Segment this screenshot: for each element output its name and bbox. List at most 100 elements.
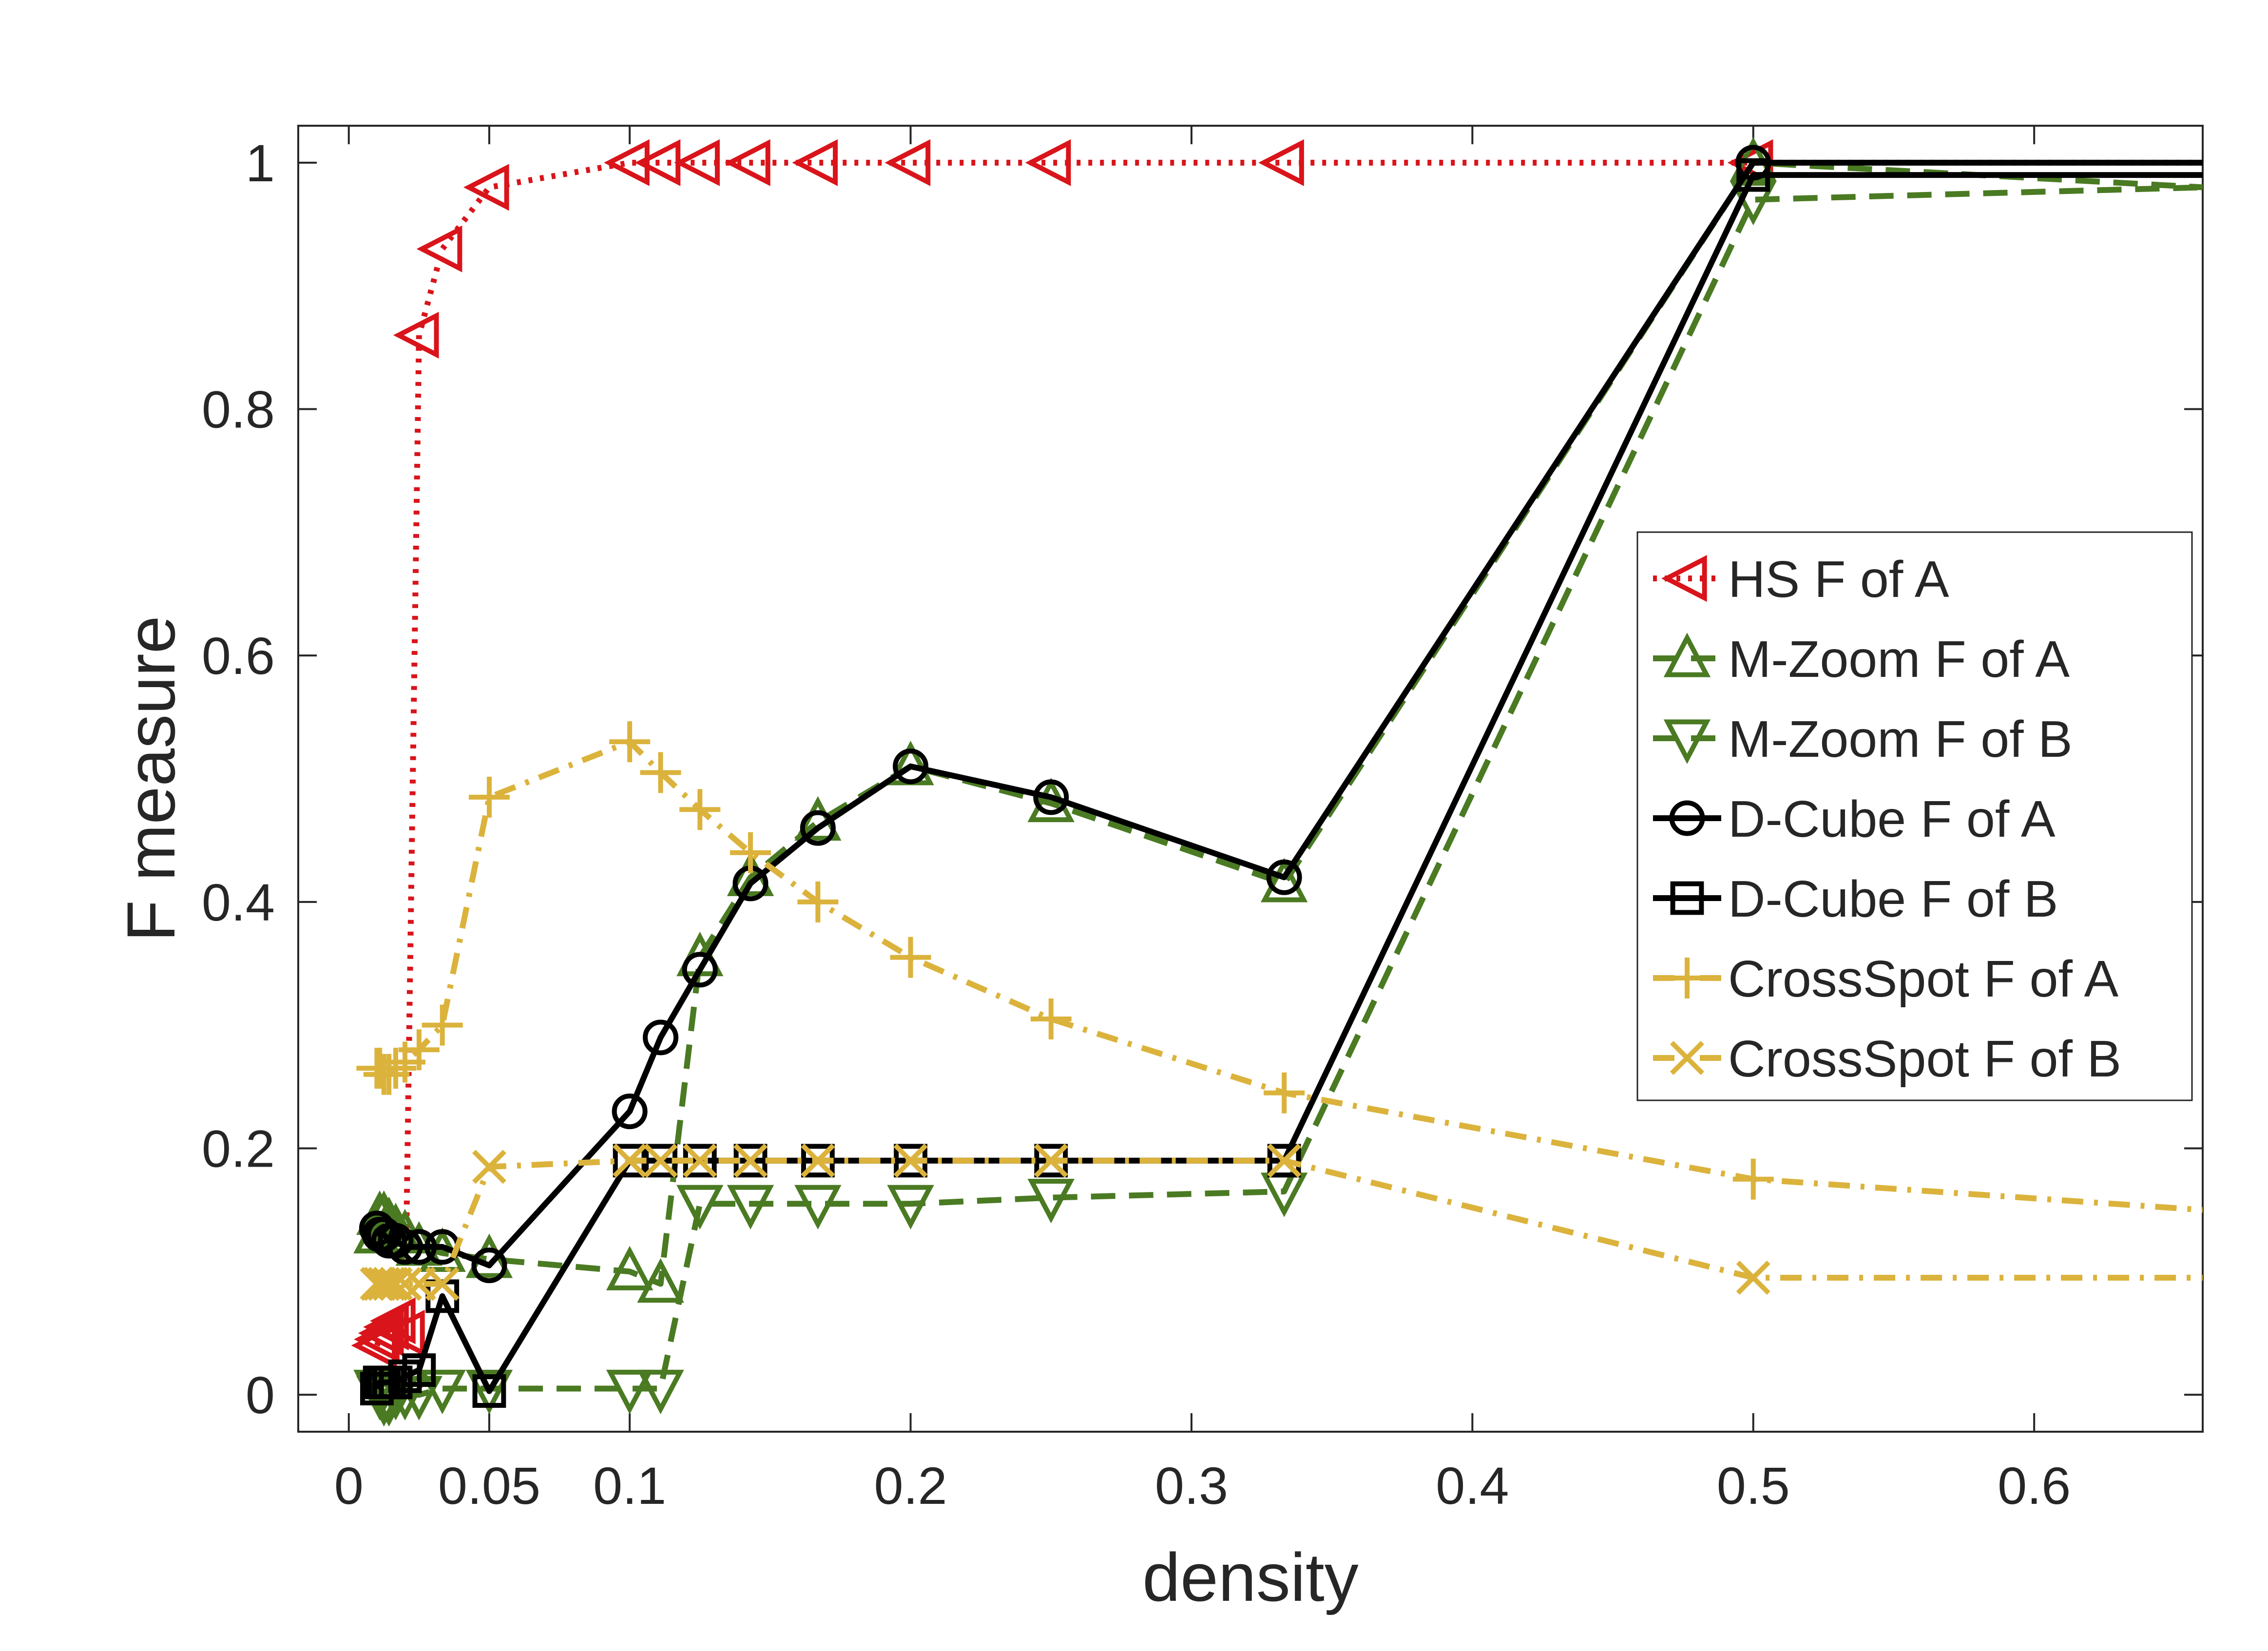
legend-item: M-Zoom F of A (1653, 631, 2070, 688)
series-layer (351, 137, 2203, 1427)
y-tick-label: 0.2 (202, 1119, 275, 1178)
y-tick-label: 1 (246, 134, 275, 192)
data-point-marker (465, 1369, 513, 1415)
data-point-marker (1663, 719, 1711, 764)
data-point-marker (1025, 139, 1071, 186)
x-tick-label: 0.5 (1717, 1456, 1790, 1515)
y-axis-label: F measure (113, 615, 189, 941)
x-tick-label: 0.4 (1436, 1456, 1509, 1515)
data-point-marker (1027, 1179, 1075, 1224)
data-point-marker (398, 1029, 440, 1071)
data-point-marker (643, 1143, 678, 1178)
data-point-marker (884, 139, 931, 186)
data-point-marker (682, 952, 718, 988)
data-point-marker (1736, 1260, 1770, 1295)
x-tick-label: 0.2 (874, 1456, 947, 1515)
y-tick-label: 0.6 (202, 626, 275, 685)
legend-item: CrossSpot F of A (1653, 950, 2119, 1008)
data-point-marker (1258, 139, 1304, 186)
data-point-marker (1264, 1072, 1305, 1113)
y-tick-label: 0.4 (202, 873, 275, 932)
data-point-marker (606, 1369, 653, 1415)
data-point-marker (733, 1143, 768, 1178)
data-point-marker (472, 1150, 506, 1184)
data-point-marker (1033, 779, 1069, 815)
data-point-marker (416, 225, 462, 272)
data-point-marker (401, 1229, 437, 1265)
x-tick-label: 0.6 (1998, 1456, 2071, 1515)
data-point-marker (1661, 555, 1707, 602)
data-point-marker (609, 721, 651, 763)
data-point-marker (637, 1369, 684, 1415)
data-point-marker (463, 164, 509, 211)
data-point-marker (801, 1143, 835, 1178)
data-point-marker (1667, 958, 1708, 998)
data-point-marker (472, 1374, 506, 1408)
data-point-marker (402, 1353, 436, 1387)
data-point-marker (1669, 800, 1705, 836)
legend-label: HS F of A (1728, 551, 1949, 608)
data-point-marker (1670, 1040, 1705, 1075)
data-point-marker (637, 1258, 684, 1303)
data-point-marker (1260, 858, 1308, 902)
x-axis-label: density (1142, 1539, 1359, 1615)
data-point-marker (676, 1185, 724, 1229)
data-point-marker (643, 1019, 679, 1056)
data-point-marker (727, 1185, 774, 1229)
data-point-marker (800, 810, 836, 846)
data-point-marker (604, 139, 650, 186)
data-point-marker (683, 1143, 717, 1178)
legend-item: D-Cube F of B (1653, 870, 2058, 928)
legend-label: CrossSpot F of B (1728, 1030, 2121, 1088)
data-point-marker (679, 789, 721, 830)
data-point-marker (419, 1369, 466, 1415)
data-point-marker (606, 1246, 653, 1290)
data-point-marker (792, 139, 838, 186)
data-point-marker (375, 1048, 417, 1089)
legend-label: M-Zoom F of A (1728, 631, 2070, 688)
data-point-marker (730, 832, 771, 873)
x-tick-label: 0.1 (593, 1456, 666, 1515)
data-point-marker (893, 749, 929, 785)
data-point-marker (379, 1309, 425, 1357)
legend-box (1636, 531, 2193, 1101)
data-point-marker (612, 1094, 648, 1130)
data-point-marker (372, 1267, 406, 1301)
y-tick-label: 0 (246, 1365, 275, 1424)
data-point-marker (387, 1267, 423, 1301)
y-axis-ticks: 0 0.2 0.4 0.6 0.8 1 (202, 134, 2203, 1424)
data-point-marker (387, 1229, 423, 1265)
legend-item: D-Cube F of A (1653, 790, 2056, 848)
data-point-marker (887, 1185, 934, 1229)
data-point-marker (1034, 1143, 1068, 1178)
data-point-marker (794, 1185, 842, 1229)
legend-item: HS F of A (1653, 551, 1949, 608)
x-tick-label: 0.05 (438, 1456, 540, 1515)
data-point-marker (1736, 158, 1770, 192)
legend-item: CrossSpot F of B (1653, 1030, 2121, 1088)
x-axis-ticks: 0 0.05 0.1 0.2 0.3 0.4 0.5 0.6 (334, 126, 2071, 1515)
data-point-marker (471, 1248, 507, 1284)
data-point-marker (1030, 998, 1072, 1040)
data-point-marker (893, 1143, 928, 1178)
series-crossspot-f-of-a (356, 721, 2203, 1213)
data-point-marker (468, 776, 510, 818)
data-point-marker (725, 139, 770, 186)
legend-label: D-Cube F of A (1728, 790, 2056, 848)
data-point-marker (393, 311, 439, 359)
data-point-marker (1670, 881, 1704, 915)
legend-label: D-Cube F of B (1728, 870, 2058, 928)
data-point-marker (1732, 1158, 1774, 1200)
series-d-cube-f-of-a (359, 145, 2203, 1284)
data-point-marker (1663, 633, 1711, 677)
data-point-marker (640, 752, 681, 793)
data-point-marker (613, 1143, 647, 1178)
data-point-marker (674, 139, 720, 186)
data-point-marker (363, 1267, 397, 1301)
x-tick-label: 0 (334, 1456, 364, 1515)
legend-label: CrossSpot F of A (1728, 950, 2119, 1008)
legend: HS F of A M-Zoom F of A M-Zoom F of B D-Cub… (1636, 531, 2193, 1101)
data-point-marker (1267, 1143, 1302, 1178)
